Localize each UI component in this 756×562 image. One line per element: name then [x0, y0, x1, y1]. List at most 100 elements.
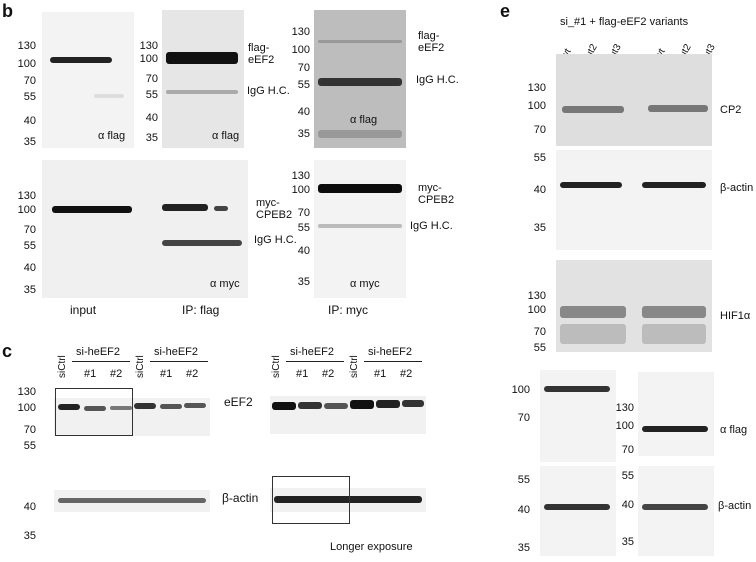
band-eef2	[110, 406, 132, 410]
mw-marker: 100	[615, 420, 634, 432]
mw-marker: 40	[23, 262, 36, 274]
band-myc-cpeb2	[214, 206, 228, 211]
mw-marker: 35	[297, 276, 310, 288]
lane-label-1: #1	[160, 368, 173, 380]
mw-marker: 130	[17, 40, 36, 52]
mw-marker: 70	[145, 73, 158, 85]
mw-marker: 100	[291, 44, 310, 56]
mw-marker: 40	[23, 115, 36, 127]
lane-label-1: #1	[374, 368, 387, 380]
mw-marker: 130	[527, 82, 546, 94]
mw-marker: 100	[17, 58, 36, 70]
band-faint	[318, 40, 402, 43]
mw-marker: 70	[23, 75, 36, 87]
lane-label-sictrl: siCtrl	[135, 355, 146, 378]
mw-marker: 35	[23, 284, 36, 296]
mw-marker: 55	[23, 91, 36, 103]
blot-e-actin	[556, 150, 712, 250]
band-flag-eef2	[544, 386, 610, 392]
band-cp2	[648, 105, 708, 112]
band-myc-cpeb2	[162, 204, 208, 211]
lane-label-2: #2	[400, 368, 413, 380]
blot-ipflag-flag: α flag	[162, 10, 244, 148]
mw-marker: 100	[527, 100, 546, 112]
lane-label-input: input	[70, 303, 97, 317]
lane-group-si-heef2: si-heEF2	[290, 346, 335, 358]
mw-marker: 35	[621, 536, 634, 548]
protein-label-actin: β-actin	[718, 500, 752, 512]
mw-marker: 70	[517, 412, 530, 424]
band-hif1a-smear	[560, 324, 626, 344]
antibody-label: α flag	[212, 130, 240, 142]
lane-label-sictrl: siCtrl	[349, 355, 360, 378]
protein-label: flag-	[418, 30, 440, 42]
band-igg	[162, 240, 242, 246]
mw-marker: 40	[517, 504, 530, 516]
mw-marker: 100	[17, 204, 36, 216]
mw-marker: 130	[139, 40, 158, 52]
protein-label: CPEB2	[418, 194, 455, 206]
band-actin	[642, 504, 708, 510]
band-actin	[274, 496, 422, 503]
mw-marker: 35	[517, 542, 530, 554]
protein-label: myc-	[418, 182, 442, 194]
group-underline	[364, 361, 422, 362]
band-hif1a	[560, 306, 626, 318]
blot-input-ipflag-myc: α myc	[42, 160, 248, 298]
mw-marker: 55	[297, 79, 310, 91]
band-eef2	[350, 400, 374, 409]
lane-label-2: #2	[186, 368, 199, 380]
blot-e-lower-right-top	[638, 372, 714, 456]
protein-label-hif1a: HIF1α	[720, 310, 751, 322]
band-actin	[544, 504, 610, 510]
protein-label: IgG H.C.	[254, 234, 297, 246]
band-eef2	[84, 406, 106, 411]
protein-label: IgG H.C.	[410, 220, 453, 232]
mw-marker: 40	[297, 106, 310, 118]
band-myc-cpeb2	[52, 206, 132, 213]
blot-e-cp2	[556, 54, 712, 146]
blot-ipmyc-flag: α flag	[314, 10, 406, 148]
blot-e-hif1a	[556, 260, 712, 352]
mw-marker: 100	[17, 402, 36, 414]
longer-exposure-label: Longer exposure	[330, 541, 413, 553]
mw-marker: 55	[517, 474, 530, 486]
band-eef2	[402, 400, 424, 407]
band-hif1a-smear	[642, 324, 706, 344]
blot-c-actin-right	[270, 488, 426, 512]
mw-marker: 40	[297, 245, 310, 257]
mw-marker: 70	[533, 326, 546, 338]
highlight-box	[272, 476, 350, 524]
protein-label: eEF2	[248, 54, 275, 66]
band-cp2	[562, 106, 624, 113]
lane-group-si-heef2: si-heEF2	[154, 346, 199, 358]
band-eef2	[324, 403, 348, 409]
protein-label: eEF2	[418, 42, 445, 54]
lane-label-2: #2	[322, 368, 335, 380]
blot-e-lower-right-bot	[638, 466, 714, 556]
mw-marker: 35	[533, 222, 546, 234]
band-flag-eef2	[642, 426, 708, 432]
mw-marker: 100	[527, 304, 546, 316]
protein-label-cp2: CP2	[720, 104, 742, 116]
band-myc-cpeb2	[318, 184, 402, 193]
band-eef2	[184, 403, 206, 408]
blot-c-actin-left	[54, 490, 210, 512]
mw-marker: 55	[23, 440, 36, 452]
band-eef2	[376, 400, 400, 408]
mw-marker: 130	[17, 386, 36, 398]
mw-marker: 55	[621, 470, 634, 482]
lane-group-si-heef2: si-heEF2	[76, 346, 121, 358]
band-actin	[58, 498, 206, 503]
mw-marker: 40	[23, 501, 36, 513]
blot-e-lower-left-bot	[540, 466, 616, 556]
panel-letter-b: b	[2, 1, 13, 21]
lane-label-1: #1	[84, 368, 97, 380]
band-igg	[318, 224, 402, 228]
lane-label-sictrl: siCtrl	[271, 355, 282, 378]
protein-label: IgG H.C.	[247, 85, 290, 97]
mw-marker: 35	[145, 132, 158, 144]
mw-marker: 55	[297, 222, 310, 234]
mw-marker: 40	[145, 112, 158, 124]
mw-marker: 55	[533, 342, 546, 354]
